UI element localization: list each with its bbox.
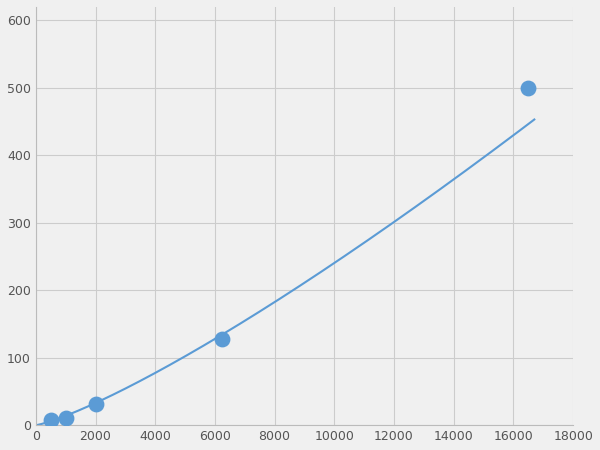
Point	[46, 416, 56, 423]
Point	[91, 400, 100, 407]
Point	[524, 84, 533, 91]
Point	[218, 335, 227, 342]
Point	[61, 415, 70, 422]
